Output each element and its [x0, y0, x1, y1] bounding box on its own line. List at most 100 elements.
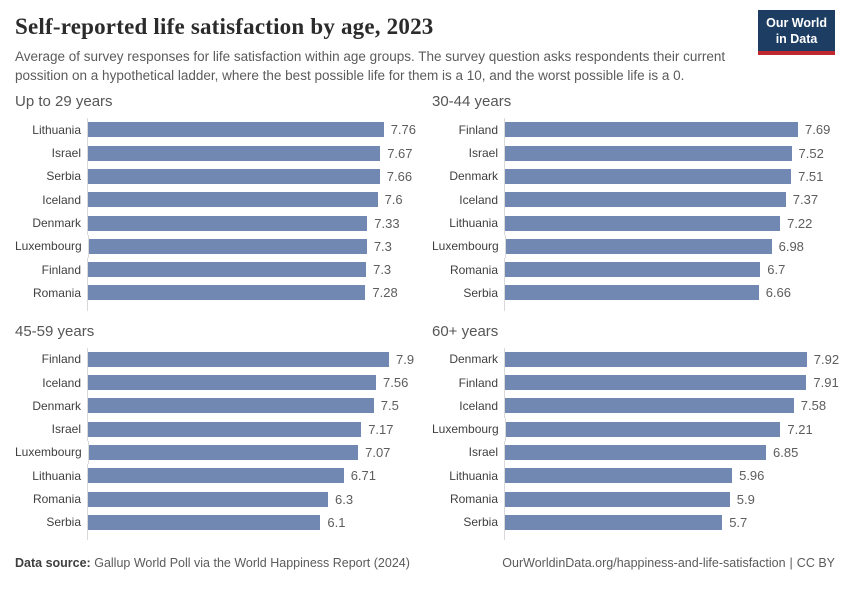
bar-value: 7.07: [365, 444, 391, 460]
bar[interactable]: [88, 491, 328, 507]
chart-header: Self-reported life satisfaction by age, …: [0, 0, 850, 85]
bar-value: 6.98: [778, 238, 804, 254]
bar-row: Luxembourg 7.3: [15, 234, 416, 259]
bar-row: Israel 7.67: [15, 141, 416, 165]
bar[interactable]: [505, 122, 798, 138]
bar-label: Luxembourg: [15, 445, 82, 460]
bar-value: 7.5: [380, 398, 399, 414]
bar-value: 6.85: [773, 444, 799, 460]
bar[interactable]: [505, 375, 807, 391]
footer-link[interactable]: OurWorldinData.org/happiness-and-life-sa…: [502, 556, 786, 570]
bar[interactable]: [505, 145, 792, 161]
axis-line: [87, 304, 88, 311]
bar-label: Romania: [32, 492, 81, 507]
panel-rows: Finland 7.69 Israel 7.52 Denmark 7.51 Ic…: [432, 118, 839, 305]
bar-row: Iceland 7.6: [15, 188, 416, 212]
bar[interactable]: [88, 285, 366, 301]
bar-track: 6.98: [504, 234, 839, 259]
bar[interactable]: [88, 215, 368, 231]
bar-track: 7.22: [504, 211, 839, 235]
bar[interactable]: [505, 468, 733, 484]
bar-row: Lithuania 7.76: [15, 118, 416, 142]
bar-label: Lithuania: [449, 216, 498, 231]
bar-track: 6.1: [87, 510, 416, 534]
bar-track: 7.5: [87, 394, 416, 418]
bar-value: 7.37: [792, 192, 819, 208]
bar[interactable]: [505, 351, 807, 367]
bar-track: 7.28: [87, 281, 416, 305]
bar[interactable]: [88, 262, 367, 278]
bar[interactable]: [505, 491, 730, 507]
bar[interactable]: [505, 444, 766, 460]
bar[interactable]: [88, 145, 381, 161]
bar[interactable]: [505, 215, 781, 231]
bar[interactable]: [505, 192, 786, 208]
bar-track: 5.9: [504, 487, 839, 511]
bar-label: Denmark: [32, 398, 81, 413]
bar[interactable]: [505, 262, 761, 278]
bar-row: Denmark 7.33: [15, 211, 416, 235]
owid-logo-line1: Our World: [766, 16, 827, 30]
bar-value: 7.92: [813, 351, 840, 367]
bar[interactable]: [505, 421, 781, 437]
bar-value: 7.22: [787, 215, 813, 231]
axis-line: [504, 534, 505, 540]
panel-rows: Lithuania 7.76 Israel 7.67 Serbia 7.66 I…: [15, 118, 416, 305]
owid-logo[interactable]: Our World in Data: [758, 10, 835, 56]
bar-row: Luxembourg 6.98: [432, 234, 839, 259]
bar-value: 7.51: [798, 168, 824, 184]
bar-track: 7.51: [504, 164, 839, 189]
bar-row: Serbia 6.66: [432, 281, 839, 305]
bar-label: Serbia: [46, 515, 81, 530]
bar-track: 7.17: [87, 417, 416, 441]
bar[interactable]: [88, 514, 321, 530]
bar-value: 7.33: [374, 215, 400, 231]
bar[interactable]: [88, 168, 380, 184]
bar-row: Israel 7.52: [432, 141, 839, 165]
bar-row: Lithuania 6.71: [15, 464, 416, 488]
bar[interactable]: [505, 398, 794, 414]
bar-row: Denmark 7.51: [432, 164, 839, 189]
bar-row: Finland 7.9: [15, 347, 416, 371]
bar[interactable]: [88, 192, 378, 208]
bar[interactable]: [88, 444, 359, 460]
data-source-label: Data source:: [15, 556, 91, 570]
bar[interactable]: [505, 238, 772, 254]
bar-label: Luxembourg: [432, 239, 499, 254]
bar[interactable]: [505, 168, 792, 184]
bar-row: Israel 7.17: [15, 417, 416, 441]
bar-value: 7.76: [390, 122, 416, 138]
bar-value: 5.7: [729, 514, 748, 530]
bar-track: 7.67: [87, 141, 416, 165]
bar-track: 5.7: [504, 510, 839, 534]
bar-track: 7.76: [87, 118, 416, 142]
bar[interactable]: [505, 514, 723, 530]
bar-track: 6.3: [87, 487, 416, 511]
bar-track: 7.21: [504, 417, 839, 441]
bar[interactable]: [505, 285, 759, 301]
bar[interactable]: [88, 398, 374, 414]
bar-track: 7.6: [87, 188, 416, 212]
bar-label: Iceland: [42, 192, 81, 207]
data-source: Data source: Gallup World Poll via the W…: [15, 556, 410, 570]
panel-title: 30-44 years: [432, 93, 512, 111]
panel-title: 45-59 years: [15, 322, 95, 340]
bar[interactable]: [88, 238, 367, 254]
bar-track: 7.9: [87, 347, 416, 371]
bar[interactable]: [88, 468, 344, 484]
bar-label: Denmark: [32, 216, 81, 231]
bar-value: 7.21: [787, 421, 813, 437]
bar-track: 7.3: [87, 258, 416, 282]
bar-label: Denmark: [449, 169, 498, 184]
bar-label: Finland: [458, 122, 498, 137]
bar-label: Romania: [32, 285, 81, 300]
bar[interactable]: [88, 375, 376, 391]
bar-track: 7.66: [87, 164, 416, 189]
bar[interactable]: [88, 351, 389, 367]
bar-track: 7.56: [87, 370, 416, 395]
bar[interactable]: [88, 421, 362, 437]
bar[interactable]: [88, 122, 384, 138]
footer-license: CC BY: [796, 556, 835, 570]
bar-row: Serbia 5.7: [432, 510, 839, 534]
bar-track: 6.71: [87, 464, 416, 488]
